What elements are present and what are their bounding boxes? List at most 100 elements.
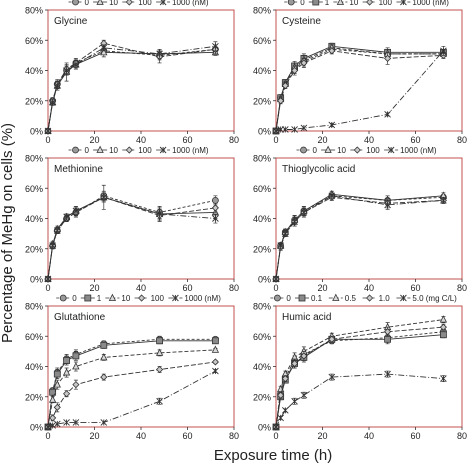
data-point [72, 381, 80, 389]
legend-entry: 100 [122, 146, 152, 155]
data-point [100, 353, 108, 361]
legend-label: 0.1 [311, 294, 323, 303]
data-point [156, 210, 163, 218]
legend-entry: 0.1 [295, 294, 323, 303]
y-tick-label: 20% [25, 244, 43, 254]
x-tick-label: 80 [229, 135, 239, 145]
legend-label: 0 [286, 294, 291, 303]
series-4 [44, 358, 219, 431]
data-point [291, 397, 298, 405]
series-4 [44, 192, 219, 283]
data-point [63, 419, 70, 426]
data-point [49, 242, 56, 250]
legend-entry: 1.0 [362, 294, 391, 303]
legend-label: 100 [138, 0, 152, 7]
legend-label: 0 [85, 0, 90, 7]
legend-entry: 0 [284, 0, 305, 7]
figure-x-axis-label: Exposure time (h) [214, 447, 332, 464]
x-tick-label: 60 [182, 135, 192, 145]
y-tick-label: 60% [25, 332, 43, 342]
legend-label: 1000 (nM) [172, 146, 209, 155]
data-point [156, 365, 164, 374]
data-point [328, 373, 336, 381]
data-point [211, 337, 219, 345]
y-tick-label: 20% [253, 244, 271, 254]
legend-marker [125, 146, 133, 154]
series-line [47, 42, 216, 132]
y-tick-label: 0% [30, 423, 43, 433]
plot-frame [47, 157, 235, 280]
y-tick-label: 80% [25, 6, 43, 16]
data-point [211, 196, 219, 204]
x-tick-label: 0 [273, 431, 278, 441]
legend-label: 1.0 [379, 294, 391, 303]
y-tick-label: 0% [258, 275, 271, 285]
data-point [300, 352, 308, 360]
chart-panel-3: 0% 20% 40% 60% 80% 0 20 40 60 80 Methionine 0 10 100 1… [25, 145, 239, 293]
y-tick-label: 20% [25, 392, 43, 402]
panel-title: Glycine [54, 16, 88, 27]
data-point [100, 47, 108, 56]
legend-entry: 1000 (nM) [156, 146, 209, 155]
x-tick-label: 80 [229, 431, 239, 441]
legend-marker [400, 294, 407, 302]
legend: 0 10 100 1000 (nM) [68, 0, 209, 7]
legend: 0 1 10 100 1000 (nM) [56, 293, 221, 303]
y-tick-label: 40% [253, 66, 271, 76]
legend-label: 10 [109, 146, 118, 155]
legend-label: 10 [349, 0, 358, 7]
data-point [72, 207, 80, 215]
x-tick-label: 20 [317, 431, 327, 441]
y-tick-label: 60% [25, 184, 43, 194]
legend-label: 1000 (nM) [172, 0, 209, 7]
series-line [47, 48, 216, 132]
series-line [275, 47, 444, 132]
legend-marker [298, 294, 306, 302]
x-tick-label: 20 [89, 431, 99, 441]
legend-entry: 100 [122, 0, 152, 7]
y-tick-label: 80% [253, 6, 271, 16]
legend-entry: 10 [321, 145, 347, 155]
data-point [277, 126, 284, 133]
data-point [281, 82, 289, 90]
data-point [72, 362, 80, 370]
legend-label: 1000 (nM) [412, 0, 449, 7]
plot-frame [47, 305, 235, 428]
data-point [72, 352, 80, 360]
data-point [300, 59, 308, 67]
data-point [72, 419, 80, 426]
data-point [281, 407, 289, 414]
data-point [300, 391, 308, 399]
x-tick-label: 80 [457, 431, 467, 441]
plot-frame [47, 9, 235, 132]
y-tick-label: 0% [30, 127, 43, 137]
series-5 [272, 45, 447, 135]
x-tick-label: 40 [136, 431, 146, 441]
plot-frame [275, 305, 463, 428]
data-point [53, 420, 61, 428]
x-tick-label: 0 [45, 135, 50, 145]
data-point [211, 204, 219, 212]
legend-label: 10 [121, 294, 130, 303]
data-point [212, 367, 219, 375]
legend-label: 100 [366, 146, 380, 155]
data-point [277, 391, 285, 399]
data-point [49, 414, 57, 422]
legend-entry: 1000 (nM) [396, 0, 449, 7]
y-tick-label: 60% [253, 332, 271, 342]
x-tick-label: 60 [410, 135, 420, 145]
legend-marker [312, 0, 320, 6]
data-point [328, 47, 336, 55]
legend-marker [159, 146, 167, 154]
figure-y-axis-label: Percentage of MeHg on cells (%) [0, 123, 16, 343]
legend-entry: 100 [134, 294, 164, 303]
legend-entry: 10 [93, 0, 119, 7]
legend-marker [366, 0, 374, 6]
legend: 0 0.1 0.5 1.0 5.0 (mg C/L) [270, 293, 457, 303]
series-5 [272, 370, 447, 431]
legend-label: 1 [325, 0, 330, 7]
legend-entry: 0.5 [328, 293, 356, 303]
legend-label: 10 [109, 0, 118, 7]
